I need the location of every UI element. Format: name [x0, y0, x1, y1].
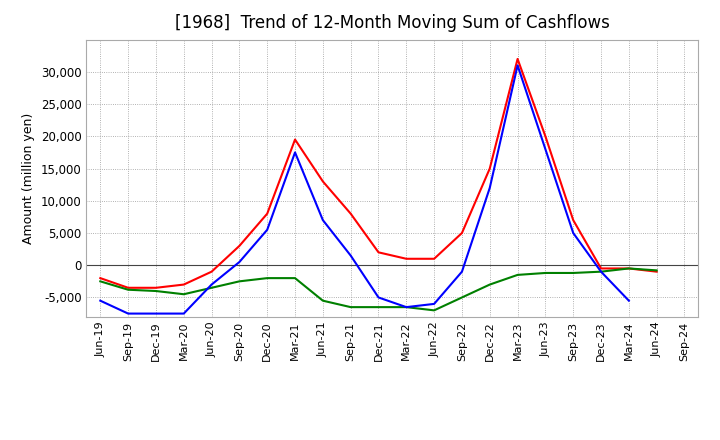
Operating Cashflow [597, 266, 606, 271]
Free Cashflow [346, 253, 355, 258]
Investing Cashflow [318, 298, 327, 303]
Investing Cashflow [402, 304, 410, 310]
Investing Cashflow [124, 287, 132, 292]
Operating Cashflow [624, 266, 633, 271]
Investing Cashflow [624, 266, 633, 271]
Free Cashflow [124, 311, 132, 316]
Investing Cashflow [96, 279, 104, 284]
Free Cashflow [152, 311, 161, 316]
Operating Cashflow [263, 211, 271, 216]
Operating Cashflow [207, 269, 216, 274]
Investing Cashflow [569, 270, 577, 275]
Operating Cashflow [235, 243, 243, 249]
Free Cashflow [374, 295, 383, 300]
Free Cashflow [291, 150, 300, 155]
Operating Cashflow [513, 56, 522, 62]
Line: Investing Cashflow: Investing Cashflow [100, 268, 657, 310]
Operating Cashflow [485, 166, 494, 171]
Investing Cashflow [652, 268, 661, 273]
Investing Cashflow [152, 288, 161, 293]
Investing Cashflow [291, 275, 300, 281]
Title: [1968]  Trend of 12-Month Moving Sum of Cashflows: [1968] Trend of 12-Month Moving Sum of C… [175, 15, 610, 33]
Free Cashflow [207, 282, 216, 287]
Free Cashflow [624, 298, 633, 303]
Free Cashflow [430, 301, 438, 307]
Investing Cashflow [541, 270, 550, 275]
Free Cashflow [235, 259, 243, 264]
Free Cashflow [485, 185, 494, 191]
Line: Free Cashflow: Free Cashflow [100, 66, 629, 314]
Free Cashflow [541, 147, 550, 152]
Operating Cashflow [541, 134, 550, 139]
Operating Cashflow [346, 211, 355, 216]
Operating Cashflow [152, 285, 161, 290]
Free Cashflow [96, 298, 104, 303]
Operating Cashflow [652, 269, 661, 274]
Investing Cashflow [430, 308, 438, 313]
Free Cashflow [318, 217, 327, 223]
Free Cashflow [569, 231, 577, 236]
Free Cashflow [263, 227, 271, 232]
Investing Cashflow [485, 282, 494, 287]
Operating Cashflow [458, 231, 467, 236]
Operating Cashflow [96, 275, 104, 281]
Investing Cashflow [458, 295, 467, 300]
Free Cashflow [513, 63, 522, 68]
Investing Cashflow [597, 269, 606, 274]
Investing Cashflow [346, 304, 355, 310]
Investing Cashflow [235, 279, 243, 284]
Investing Cashflow [207, 285, 216, 290]
Operating Cashflow [402, 256, 410, 261]
Investing Cashflow [263, 275, 271, 281]
Operating Cashflow [430, 256, 438, 261]
Y-axis label: Amount (million yen): Amount (million yen) [22, 113, 35, 244]
Free Cashflow [402, 304, 410, 310]
Operating Cashflow [291, 137, 300, 142]
Investing Cashflow [179, 292, 188, 297]
Free Cashflow [597, 269, 606, 274]
Free Cashflow [458, 269, 467, 274]
Operating Cashflow [374, 249, 383, 255]
Investing Cashflow [513, 272, 522, 278]
Operating Cashflow [179, 282, 188, 287]
Operating Cashflow [569, 217, 577, 223]
Free Cashflow [179, 311, 188, 316]
Operating Cashflow [124, 285, 132, 290]
Line: Operating Cashflow: Operating Cashflow [100, 59, 657, 288]
Operating Cashflow [318, 179, 327, 184]
Investing Cashflow [374, 304, 383, 310]
